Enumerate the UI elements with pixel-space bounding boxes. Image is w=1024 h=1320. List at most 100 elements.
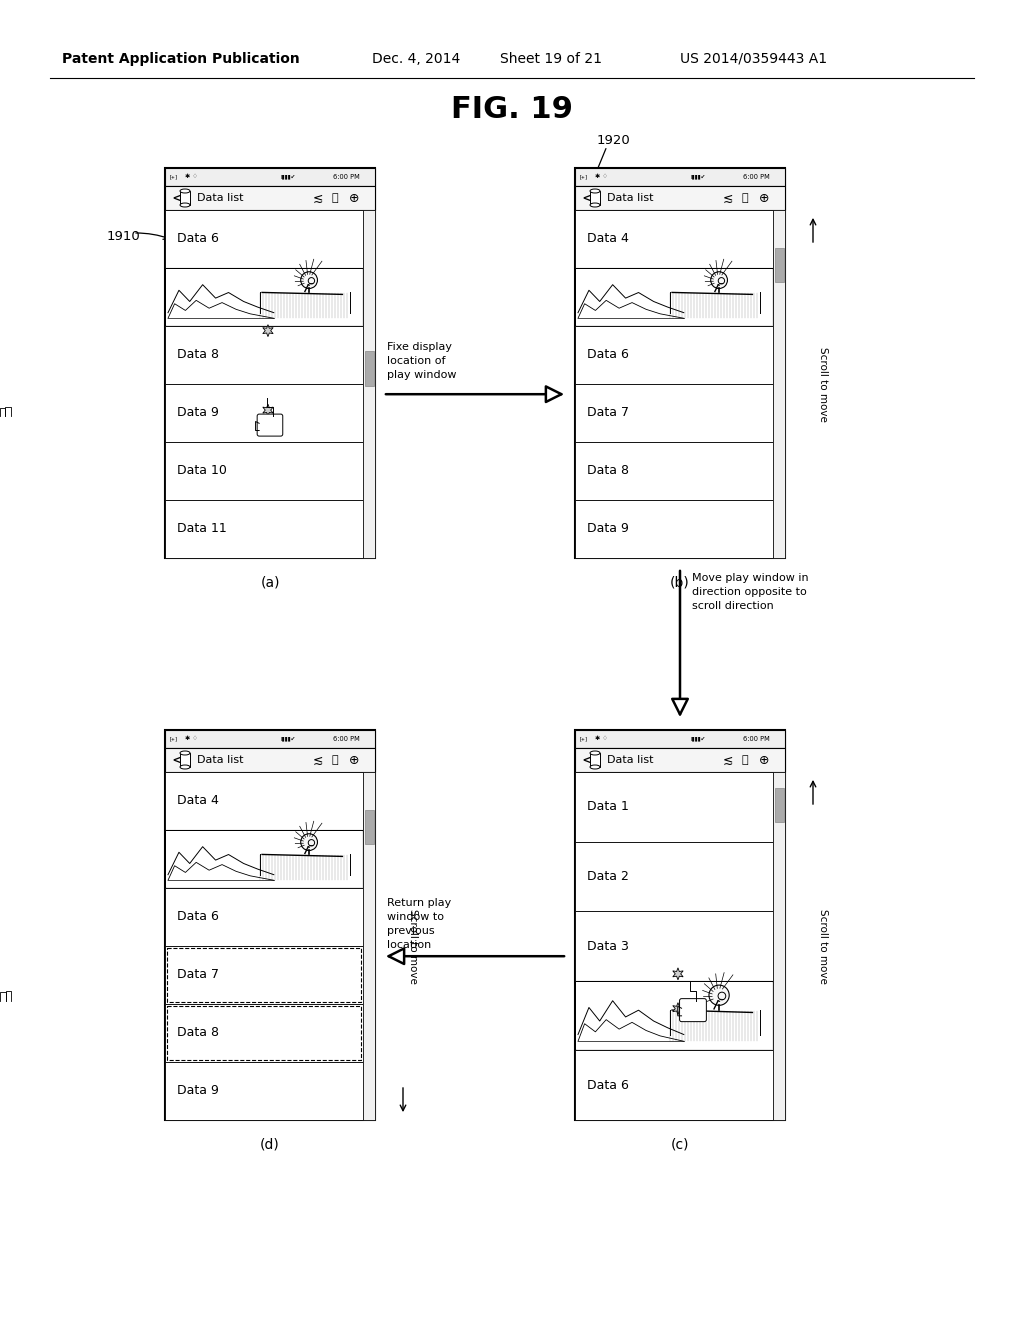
Bar <box>365 809 374 845</box>
Bar <box>575 1051 773 1119</box>
Text: <: < <box>171 752 183 767</box>
Text: Data 6: Data 6 <box>177 911 219 924</box>
Text: Data 2: Data 2 <box>587 870 629 883</box>
Bar <box>575 326 773 384</box>
Bar <box>365 351 374 385</box>
Text: Data 8: Data 8 <box>177 1027 219 1040</box>
Bar <box>165 268 362 326</box>
Text: 1920: 1920 <box>597 133 631 147</box>
Bar <box>180 752 190 767</box>
Text: ⎕: ⎕ <box>331 193 338 203</box>
Bar <box>165 326 362 384</box>
Bar <box>166 832 362 887</box>
Text: ⊕: ⊕ <box>349 754 359 767</box>
Text: ⊕: ⊕ <box>759 191 769 205</box>
Bar <box>165 210 362 268</box>
Bar <box>575 442 773 500</box>
Text: [+]: [+] <box>169 174 179 180</box>
Bar <box>165 772 362 830</box>
Polygon shape <box>673 968 683 979</box>
Text: Data 9: Data 9 <box>177 1085 219 1097</box>
Text: (d): (d) <box>260 1138 280 1152</box>
Text: ✱ ♢: ✱ ♢ <box>595 737 608 742</box>
Bar <box>575 168 785 558</box>
Bar <box>165 748 375 772</box>
Text: FIG. 19: FIG. 19 <box>451 95 573 124</box>
Bar <box>773 772 785 1119</box>
Ellipse shape <box>590 203 600 207</box>
Text: I▮▮▮✔: I▮▮▮✔ <box>281 174 295 180</box>
Text: Scroll to move: Scroll to move <box>408 908 418 983</box>
Text: Data list: Data list <box>607 193 653 203</box>
Bar <box>575 268 773 326</box>
Bar <box>575 772 773 842</box>
Text: [+]: [+] <box>579 174 589 180</box>
Text: (a): (a) <box>260 576 280 590</box>
Text: Data 1: Data 1 <box>587 800 629 813</box>
Text: Scroll to move: Scroll to move <box>818 347 828 421</box>
Text: [+]: [+] <box>169 737 179 742</box>
Text: Scroll to move: Scroll to move <box>818 908 828 983</box>
Bar <box>575 730 785 1119</box>
Text: Data 6: Data 6 <box>587 348 629 362</box>
Text: US 2014/0359443 A1: US 2014/0359443 A1 <box>680 51 827 66</box>
Text: Dec. 4, 2014: Dec. 4, 2014 <box>372 51 460 66</box>
Text: ⊕: ⊕ <box>759 754 769 767</box>
Text: Data 10: Data 10 <box>177 465 227 478</box>
Text: ✱ ♢: ✱ ♢ <box>185 174 198 180</box>
Text: Data 8: Data 8 <box>587 465 629 478</box>
Bar <box>575 842 773 911</box>
Text: <: < <box>581 190 594 206</box>
Bar <box>362 210 375 558</box>
Text: Fixe display
location of
play window: Fixe display location of play window <box>387 342 457 380</box>
FancyBboxPatch shape <box>257 414 283 436</box>
Text: ✱ ♢: ✱ ♢ <box>185 737 198 742</box>
Text: ≲: ≲ <box>313 754 324 767</box>
Text: <: < <box>581 752 594 767</box>
Bar <box>165 442 362 500</box>
Bar <box>575 748 785 772</box>
Text: Data 9: Data 9 <box>177 407 219 420</box>
Bar <box>165 186 375 210</box>
Bar <box>165 384 362 442</box>
Text: ⎕: ⎕ <box>741 193 748 203</box>
Bar <box>575 384 773 442</box>
Ellipse shape <box>590 751 600 755</box>
Bar <box>165 168 375 558</box>
Text: Data 4: Data 4 <box>177 795 219 808</box>
Bar <box>575 911 773 981</box>
Text: I▮▮▮✔: I▮▮▮✔ <box>690 174 706 180</box>
Text: Data 8: Data 8 <box>177 348 219 362</box>
Text: I▮▮▮✔: I▮▮▮✔ <box>690 737 706 742</box>
Bar <box>165 1005 362 1063</box>
Text: Data 6: Data 6 <box>177 232 219 246</box>
Circle shape <box>709 985 729 1006</box>
Bar <box>575 982 772 1049</box>
Bar <box>575 730 785 748</box>
Bar <box>167 948 361 1002</box>
Text: Data 7: Data 7 <box>177 969 219 982</box>
Bar <box>575 186 785 210</box>
Bar <box>180 191 190 205</box>
Ellipse shape <box>180 751 190 755</box>
Bar <box>575 210 773 268</box>
Text: Data 7: Data 7 <box>587 407 629 420</box>
Ellipse shape <box>180 189 190 193</box>
Bar <box>165 830 362 888</box>
Bar <box>165 168 375 186</box>
Text: Data list: Data list <box>197 193 244 203</box>
Bar <box>575 168 785 186</box>
Text: I▮▮▮✔: I▮▮▮✔ <box>281 737 295 742</box>
Text: Data 9: Data 9 <box>587 523 629 536</box>
Ellipse shape <box>590 766 600 770</box>
Bar <box>362 772 375 1119</box>
Polygon shape <box>263 325 273 337</box>
Text: [+]: [+] <box>579 737 589 742</box>
Text: Data 4: Data 4 <box>587 232 629 246</box>
Bar <box>165 946 362 1005</box>
Bar <box>165 888 362 946</box>
Text: 6:00 PM: 6:00 PM <box>743 737 770 742</box>
Bar <box>575 981 773 1051</box>
Bar <box>575 269 772 325</box>
Bar <box>575 500 773 558</box>
